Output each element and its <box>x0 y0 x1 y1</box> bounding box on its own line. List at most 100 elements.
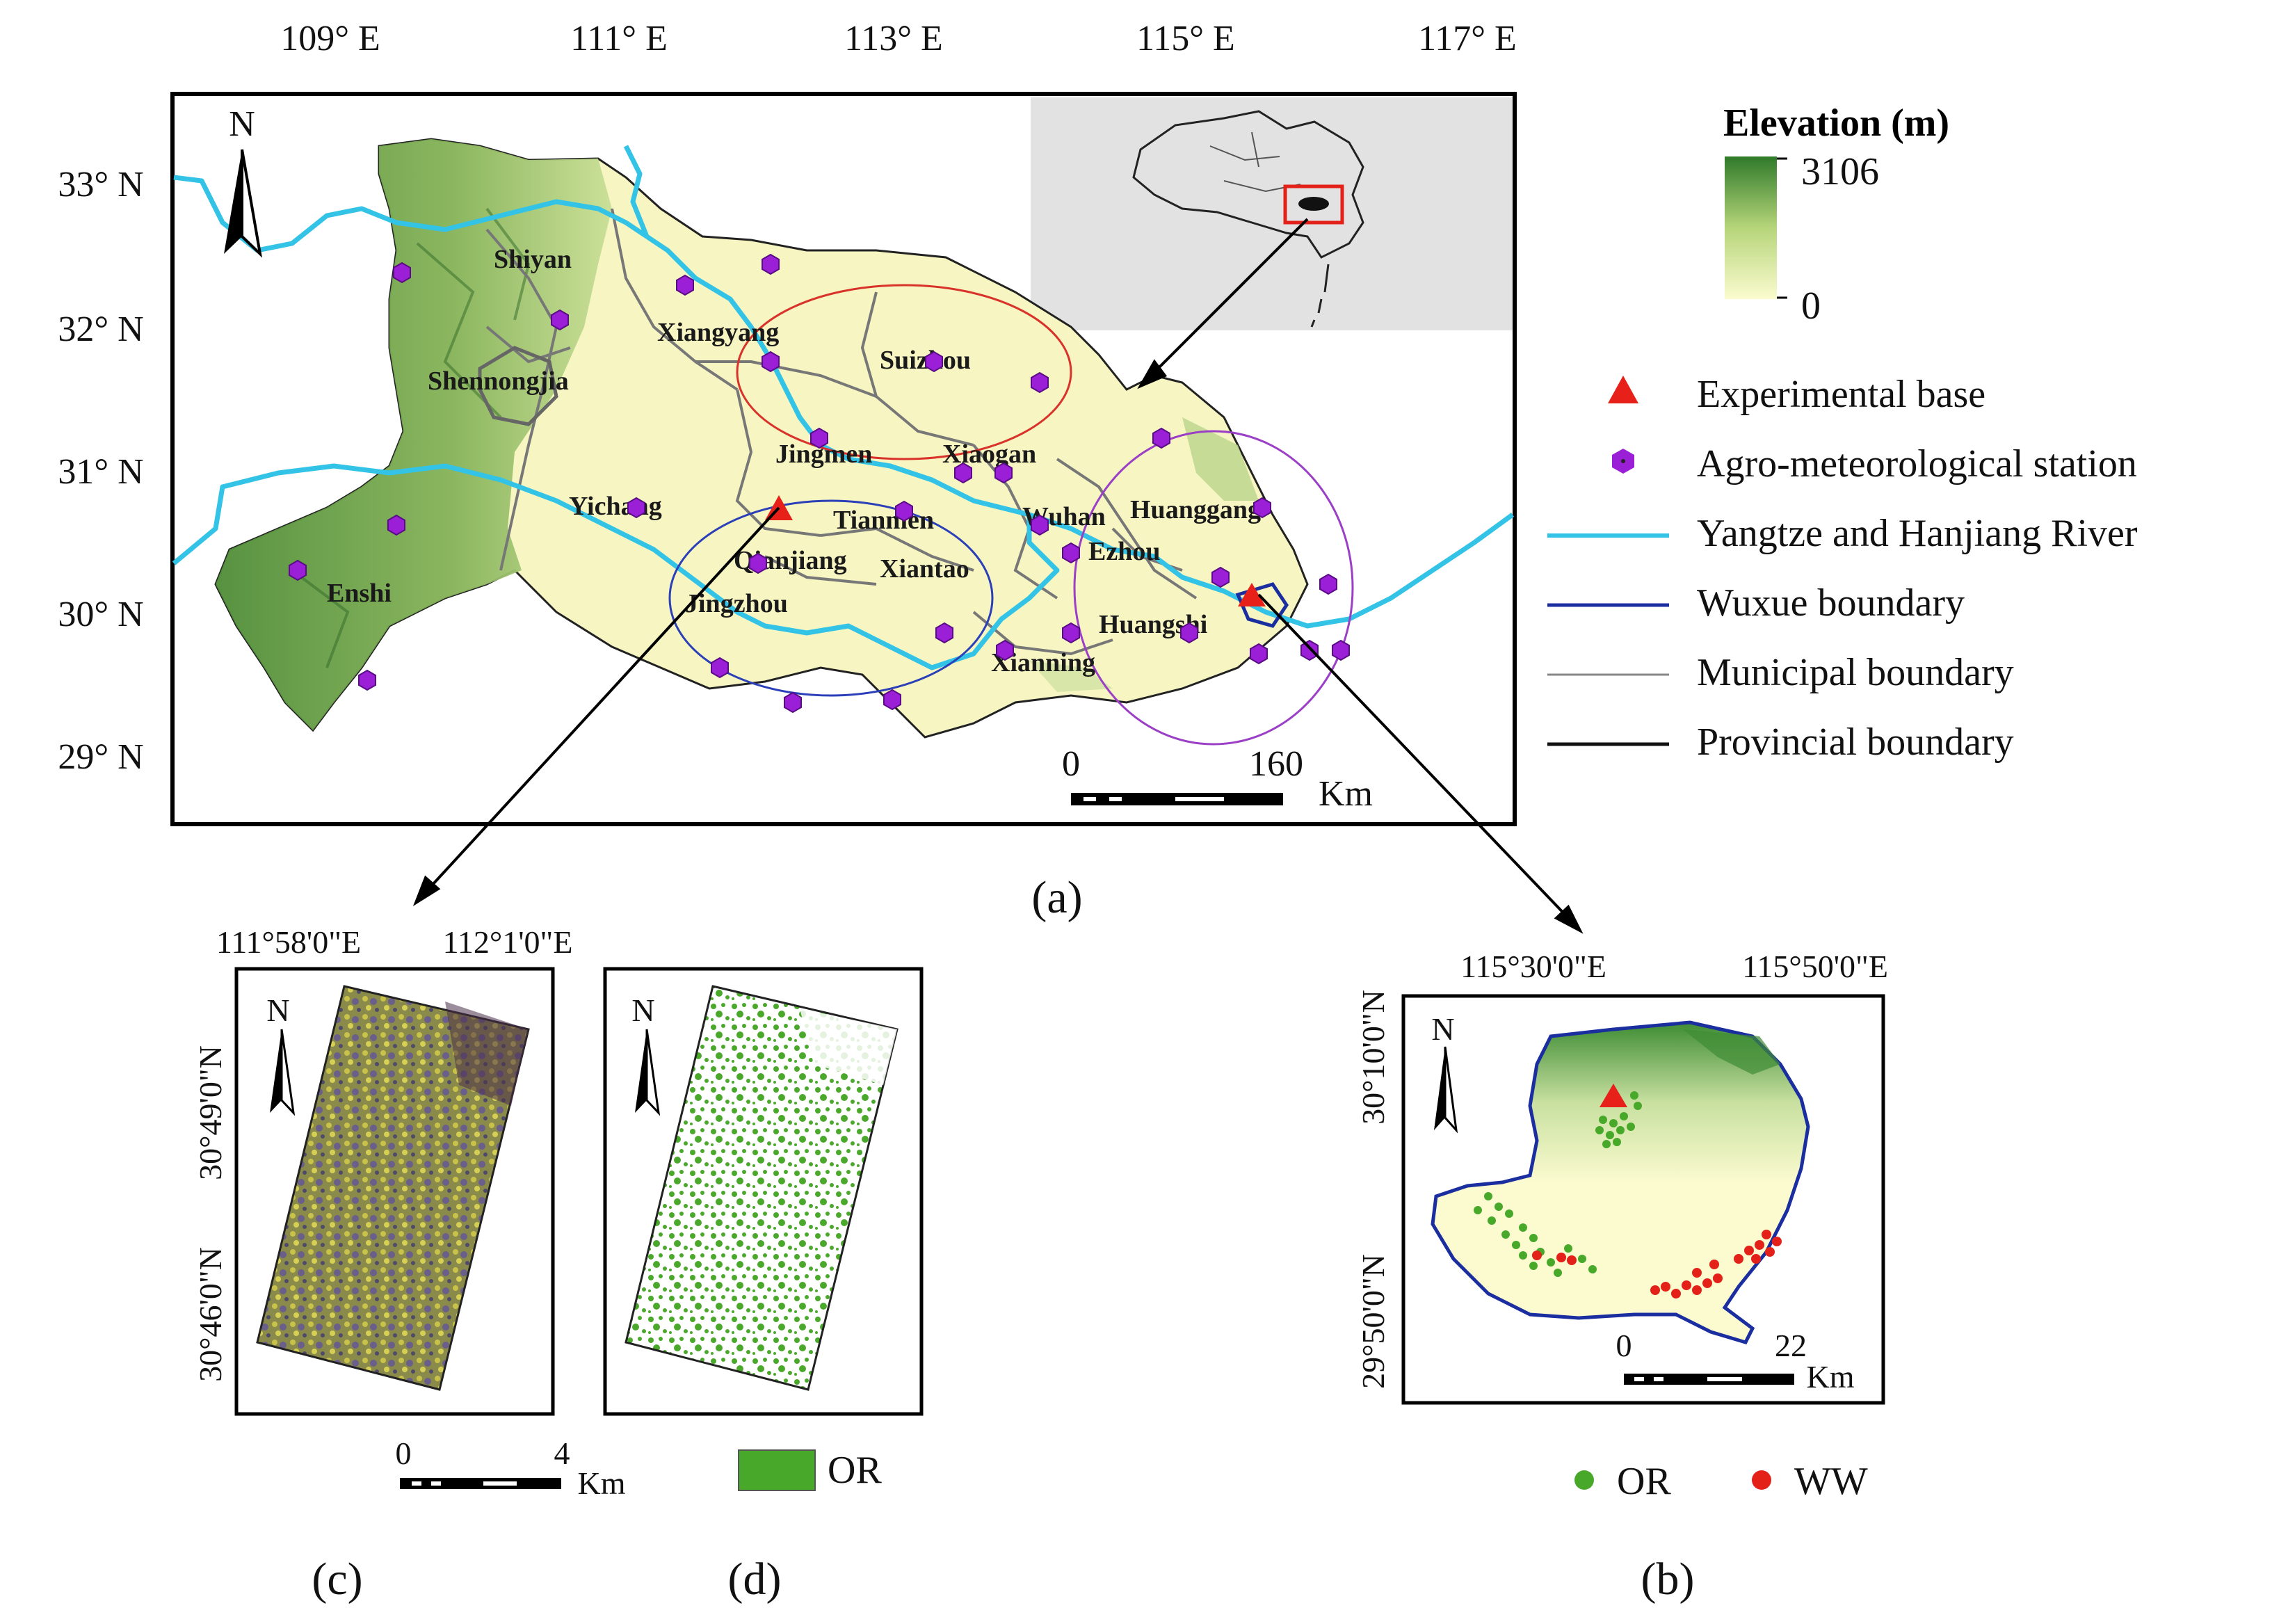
station-hexagon <box>1319 573 1337 595</box>
elevation-west <box>216 139 612 730</box>
lat-ticks-main: 33° N 32° N 31° N 30° N 29° N <box>58 165 143 777</box>
station-hexagon <box>358 669 376 691</box>
svg-text:111°58'0"E: 111°58'0"E <box>216 924 361 960</box>
lon-ticks-main: 109° E 111° E 113° E 115° E 117° E <box>280 19 1517 58</box>
station-hexagon <box>1332 639 1350 661</box>
svg-text:29°50'0"N: 29°50'0"N <box>1355 1254 1391 1389</box>
legend-item: Wuxue boundary <box>1697 581 1965 625</box>
svg-text:0: 0 <box>396 1436 412 1471</box>
experimental-base-marker-b <box>1600 1084 1627 1107</box>
elevation-ramp <box>1725 156 1777 299</box>
legend: Elevation (m) 3106 0 Experimental base A… <box>1547 102 2138 764</box>
station-hexagon <box>1180 622 1198 644</box>
china-inset <box>1031 97 1513 330</box>
city-label: Shiyan <box>494 245 572 274</box>
elevation-max: 3106 <box>1801 150 1879 193</box>
station-hexagon <box>551 309 569 331</box>
station-hexagon <box>393 262 411 284</box>
legend-item: Experimental base <box>1697 373 1985 416</box>
svg-text:Km: Km <box>578 1465 626 1501</box>
panel-label-d: (d) <box>728 1554 782 1605</box>
city-label: Jingzhou <box>685 589 788 618</box>
legend-base-icon <box>1608 376 1638 403</box>
municipal-boundaries <box>485 208 1198 656</box>
svg-text:N: N <box>266 992 289 1028</box>
or-legend-label: OR <box>828 1449 882 1492</box>
station-hexagon <box>925 351 943 373</box>
elevation-min: 0 <box>1801 284 1821 328</box>
shennongjia-boundary <box>478 346 558 426</box>
city-label: Shennongjia <box>428 367 569 396</box>
scale-bar-b: 0 22 Km <box>1616 1328 1855 1394</box>
north-arrow-b: N <box>1431 1011 1458 1134</box>
svg-text:31° N: 31° N <box>58 452 143 492</box>
station-hexagon <box>1253 497 1271 519</box>
ww-points <box>1532 1230 1782 1299</box>
city-label: Huanggang <box>1130 495 1261 524</box>
svg-text:111° E: 111° E <box>570 19 668 58</box>
station-hexagon <box>1300 639 1319 661</box>
svg-text:160: 160 <box>1249 744 1303 784</box>
station-hexagon <box>1211 566 1230 588</box>
station-hexagon <box>810 427 828 449</box>
svg-text:115°50'0"E: 115°50'0"E <box>1742 949 1888 984</box>
city-label: Xiantao <box>880 554 969 584</box>
station-hexagon <box>711 657 729 679</box>
station-hexagon <box>289 559 307 581</box>
svg-text:30°49'0"N: 30°49'0"N <box>193 1045 228 1180</box>
region-ellipse-north <box>736 284 1072 460</box>
station-hexagon <box>387 514 405 536</box>
city-label: Enshi <box>327 579 392 608</box>
elevation-title: Elevation (m) <box>1723 102 1949 145</box>
stations <box>289 253 1350 714</box>
station-hexagon <box>994 462 1013 484</box>
svg-text:0: 0 <box>1616 1328 1632 1363</box>
station-hexagon <box>1031 514 1049 536</box>
city-label: Ezhou <box>1088 537 1160 566</box>
city-label: Xiaogan <box>942 440 1036 469</box>
svg-text:33° N: 33° N <box>58 165 143 204</box>
svg-text:N: N <box>631 992 654 1028</box>
svg-text:4: 4 <box>554 1436 570 1471</box>
station-hexagon <box>935 622 953 644</box>
svg-text:Km: Km <box>1807 1359 1855 1394</box>
station-hexagon <box>883 689 901 711</box>
city-label: Tianmen <box>833 506 934 535</box>
north-arrow-main: N <box>224 104 263 258</box>
city-label: Xiangyang <box>657 318 779 347</box>
svg-text:115°30'0"E: 115°30'0"E <box>1460 949 1606 984</box>
region-ellipse-south <box>668 499 994 697</box>
svg-text:22: 22 <box>1775 1328 1807 1363</box>
legend-item: Agro-meteorological station <box>1697 442 2137 485</box>
svg-text:Km: Km <box>1319 774 1373 814</box>
city-label: Yichang <box>569 492 662 521</box>
legend-item: Yangtze and Hanjiang River <box>1697 512 2138 555</box>
station-hexagon <box>749 552 767 574</box>
station-hexagon <box>762 253 780 275</box>
station-hexagon <box>895 500 913 522</box>
or-legend-swatch <box>738 1449 816 1491</box>
north-arrow-d: N <box>631 992 661 1116</box>
main-map: Shiyan Xiangyang Suizhou Shennongjia Jin… <box>58 19 1584 934</box>
svg-text:112°1'0"E: 112°1'0"E <box>443 924 573 960</box>
panel-label-a: (a) <box>1031 872 1082 923</box>
svg-text:29° N: 29° N <box>58 737 143 777</box>
ww-legend-dot <box>1752 1470 1771 1490</box>
station-hexagon <box>1250 643 1268 665</box>
svg-text:0: 0 <box>1062 744 1080 784</box>
svg-text:32° N: 32° N <box>58 309 143 349</box>
north-arrow-c: N <box>266 992 296 1116</box>
panel-c: 111°58'0"E 112°1'0"E N 30°49'0"N 30°46'0… <box>193 924 626 1501</box>
station-hexagon <box>954 462 972 484</box>
svg-text:115° E: 115° E <box>1136 19 1235 58</box>
rivers <box>172 145 1515 670</box>
experimental-base-marker <box>1238 583 1266 606</box>
or-classification-image <box>625 985 899 1391</box>
panel-d: N OR <box>603 967 924 1492</box>
china-outline <box>1132 110 1364 259</box>
svg-text:N: N <box>229 104 255 144</box>
svg-text:N: N <box>1431 1011 1454 1047</box>
scale-bar-main: 0 160 Km <box>1062 744 1373 814</box>
svg-text:113° E: 113° E <box>844 19 943 58</box>
station-hexagon <box>1152 427 1170 449</box>
